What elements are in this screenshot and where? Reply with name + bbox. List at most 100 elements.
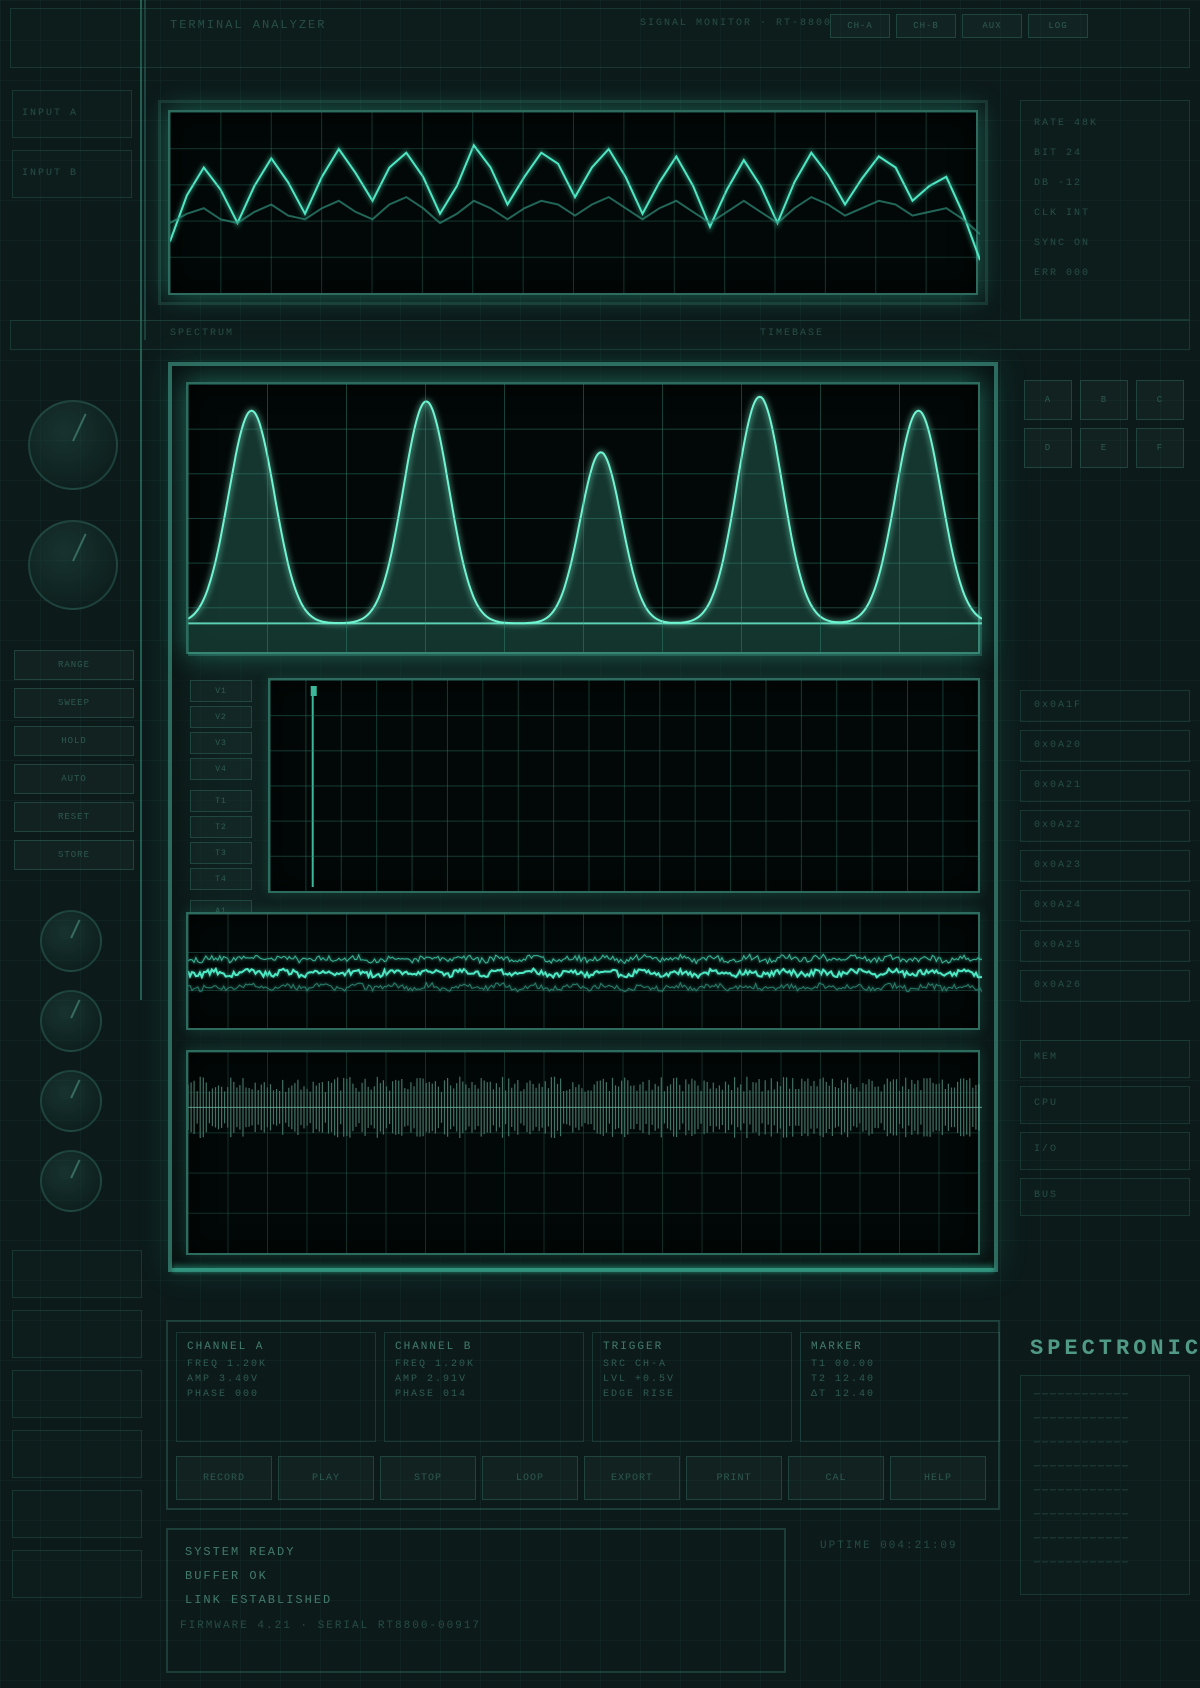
right-bar-label-mem: MEM [1034,1052,1058,1063]
right-list-label-7: 0x0A26 [1034,980,1082,991]
small-dial-2[interactable] [40,1070,102,1132]
right-readout-4: SYNC ON [1034,238,1090,249]
brand-list-line-7: ──────────── [1034,1558,1184,1569]
thin-lines-scope [186,912,980,1030]
left-btn-range[interactable]: RANGE [14,650,134,680]
header-center-label: SIGNAL MONITOR ∙ RT-8800 [640,18,832,29]
mid-btn-v4[interactable]: V4 [190,758,252,780]
footer-left: FIRMWARE 4.21 ∙ SERIAL RT8800-00917 [180,1620,481,1632]
brand-list-line-4: ──────────── [1034,1486,1184,1497]
info-cell-0: CHANNEL A FREQ 1.20K AMP 3.40V PHASE 000 [176,1332,376,1442]
divider-label-l: SPECTRUM [170,328,234,339]
bottom-btn-print[interactable]: PRINT [686,1456,782,1500]
info-cell-line: FREQ 1.20K [395,1359,573,1370]
left-lower-box-3 [12,1430,142,1478]
status-line-0: SYSTEM READY [185,1545,295,1559]
header-tab-ch-b[interactable]: CH-B [896,14,956,38]
header-left-label: TERMINAL ANALYZER [170,18,326,32]
audio-wave-scope [186,1050,980,1255]
left-btn-auto[interactable]: AUTO [14,764,134,794]
header-tab-aux[interactable]: AUX [962,14,1022,38]
right-list-label-5: 0x0A24 [1034,900,1082,911]
small-dial-3[interactable] [40,1150,102,1212]
right-readout-2: DB -12 [1034,178,1082,189]
info-cell-title-1: CHANNEL B [395,1341,573,1353]
info-cell-line: FREQ 1.20K [187,1359,365,1370]
info-cell-line: PHASE 000 [187,1389,365,1400]
brand-list-line-0: ──────────── [1034,1390,1184,1401]
bottom-btn-record[interactable]: RECORD [176,1456,272,1500]
right-smallbtn-F[interactable]: F [1136,428,1184,468]
blank-grid-scope [268,678,980,893]
footer-right: UPTIME 004:21:09 [820,1540,958,1552]
mid-btn-t1[interactable]: T1 [190,790,252,812]
bottom-btn-cal[interactable]: CAL [788,1456,884,1500]
spectrum-peaks-scope [186,382,980,654]
info-cell-line: ΔT 12.40 [811,1389,989,1400]
info-cell-line: PHASE 014 [395,1389,573,1400]
small-dial-1[interactable] [40,990,102,1052]
brand-list-line-1: ──────────── [1034,1414,1184,1425]
brand-list-line-3: ──────────── [1034,1462,1184,1473]
info-cell-title-3: MARKER [811,1341,989,1353]
info-cell-line: EDGE RISE [603,1389,781,1400]
right-list-label-4: 0x0A23 [1034,860,1082,871]
dial-OSC 2[interactable] [28,520,118,610]
info-cell-line: AMP 2.91V [395,1374,573,1385]
small-dial-0[interactable] [40,910,102,972]
info-cell-title-0: CHANNEL A [187,1341,365,1353]
left-btn-reset[interactable]: RESET [14,802,134,832]
left-btn-sweep[interactable]: SWEEP [14,688,134,718]
mid-btn-t4[interactable]: T4 [190,868,252,890]
right-smallbtn-E[interactable]: E [1080,428,1128,468]
brand-list-line-2: ──────────── [1034,1438,1184,1449]
left-lower-box-2 [12,1370,142,1418]
right-smallbtn-A[interactable]: A [1024,380,1072,420]
right-smallbtn-B[interactable]: B [1080,380,1128,420]
right-bar-label-cpu: CPU [1034,1098,1058,1109]
dial-OSC 1[interactable] [28,400,118,490]
info-cell-1: CHANNEL B FREQ 1.20K AMP 2.91V PHASE 014 [384,1332,584,1442]
header-tab-ch-a[interactable]: CH-A [830,14,890,38]
info-cell-title-2: TRIGGER [603,1341,781,1353]
header-tab-log[interactable]: LOG [1028,14,1088,38]
right-list-label-1: 0x0A20 [1034,740,1082,751]
left-lower-box-0 [12,1250,142,1298]
right-readout-5: ERR 000 [1034,268,1090,279]
left-lower-box-4 [12,1490,142,1538]
brand-list-line-6: ──────────── [1034,1534,1184,1545]
right-smallbtn-C[interactable]: C [1136,380,1184,420]
brand-label: SPECTRONIC [1030,1336,1200,1361]
mid-btn-v3[interactable]: V3 [190,732,252,754]
info-cell-line: T1 00.00 [811,1359,989,1370]
mid-btn-t3[interactable]: T3 [190,842,252,864]
mid-btn-v1[interactable]: V1 [190,680,252,702]
left-lower-box-1 [12,1310,142,1358]
right-readout-1: BIT 24 [1034,148,1082,159]
right-list-label-2: 0x0A21 [1034,780,1082,791]
brand-list-line-5: ──────────── [1034,1510,1184,1521]
status-line-1: BUFFER OK [185,1569,268,1583]
right-list-label-6: 0x0A25 [1034,940,1082,951]
right-list-label-0: 0x0A1F [1034,700,1082,711]
bottom-btn-stop[interactable]: STOP [380,1456,476,1500]
info-cell-line: T2 12.40 [811,1374,989,1385]
mid-btn-v2[interactable]: V2 [190,706,252,728]
bottom-btn-play[interactable]: PLAY [278,1456,374,1500]
top-scope-frame [158,100,988,305]
info-cell-line: SRC CH-A [603,1359,781,1370]
right-bar-label-i/o: I/O [1034,1144,1058,1155]
left-btn-hold[interactable]: HOLD [14,726,134,756]
bottom-btn-help[interactable]: HELP [890,1456,986,1500]
mid-btn-t2[interactable]: T2 [190,816,252,838]
divider-label-r: TIMEBASE [760,328,824,339]
right-bar-label-bus: BUS [1034,1190,1058,1201]
left-lower-box-5 [12,1550,142,1598]
info-cell-line: AMP 3.40V [187,1374,365,1385]
bottom-btn-export[interactable]: EXPORT [584,1456,680,1500]
left-btn-store[interactable]: STORE [14,840,134,870]
bottom-btn-loop[interactable]: LOOP [482,1456,578,1500]
status-line-2: LINK ESTABLISHED [185,1593,332,1607]
right-readout-3: CLK INT [1034,208,1090,219]
right-smallbtn-D[interactable]: D [1024,428,1072,468]
